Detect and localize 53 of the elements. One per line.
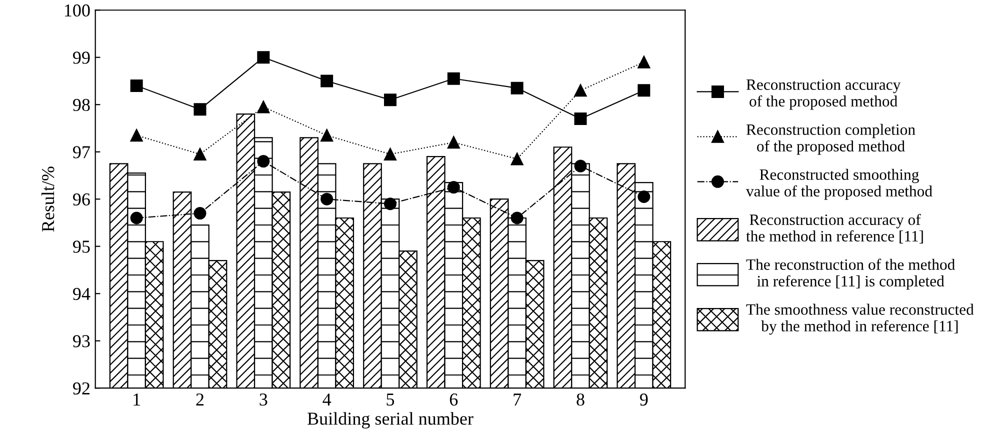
point	[384, 94, 396, 106]
point	[320, 192, 334, 206]
y-axis-title: Result/%	[41, 166, 54, 232]
point	[257, 100, 270, 114]
point	[384, 148, 396, 160]
point	[574, 84, 587, 97]
y-tick-label: 95	[73, 240, 90, 253]
legend-label: Reconstruction accuracy of the method in reference [11]	[746, 214, 923, 244]
y-tick-label: 99	[73, 52, 90, 64]
point	[257, 51, 270, 64]
point	[194, 103, 206, 116]
x-tick-label: 6	[450, 394, 458, 406]
point	[194, 207, 206, 220]
x-axis-title: Building serial number	[308, 412, 474, 429]
legend-label: Reconstructed smoothing value of the proposed method	[746, 168, 932, 200]
y-tick-label: 96	[73, 193, 90, 206]
point	[194, 148, 206, 160]
point	[638, 56, 650, 68]
point	[574, 160, 587, 172]
x-tick-label: 7	[514, 394, 522, 406]
x-tick-label: 2	[196, 394, 204, 406]
x-tick-label: 1	[134, 394, 140, 406]
point	[130, 129, 143, 142]
point	[574, 112, 587, 126]
y-tick-label: 98	[73, 98, 90, 112]
x-tick-label: 4	[322, 394, 332, 406]
point	[510, 212, 524, 224]
legend-label: The reconstruction of the method in reference [11] is completed	[746, 258, 955, 290]
x-tick-label: 5	[386, 394, 394, 406]
point	[130, 212, 143, 224]
point	[130, 79, 143, 92]
point	[384, 198, 396, 210]
point	[320, 129, 334, 142]
point	[638, 84, 650, 97]
point	[510, 152, 524, 166]
point	[257, 155, 270, 168]
point	[447, 136, 460, 149]
point	[510, 82, 524, 94]
y-tick-label: 92	[73, 382, 90, 395]
y-tick-label: 93	[73, 335, 90, 348]
y-tick-label: 100	[64, 4, 90, 17]
x-tick-label: 8	[576, 393, 584, 406]
point	[320, 74, 334, 88]
x-tick-label: 9	[640, 394, 648, 406]
y-tick-label: 97	[73, 146, 90, 158]
x-tick-label: 3	[260, 394, 268, 406]
point	[447, 181, 460, 194]
point	[447, 72, 460, 85]
legend-label: Reconstruction accuracy of the proposed method	[746, 79, 901, 110]
y-tick-label: 94	[73, 288, 90, 300]
point	[638, 190, 650, 203]
legend-label: The smoothness value reconstructed by the method in reference [11]	[746, 304, 974, 335]
legend-label: Reconstruction completion of the proposed method	[746, 124, 916, 155]
